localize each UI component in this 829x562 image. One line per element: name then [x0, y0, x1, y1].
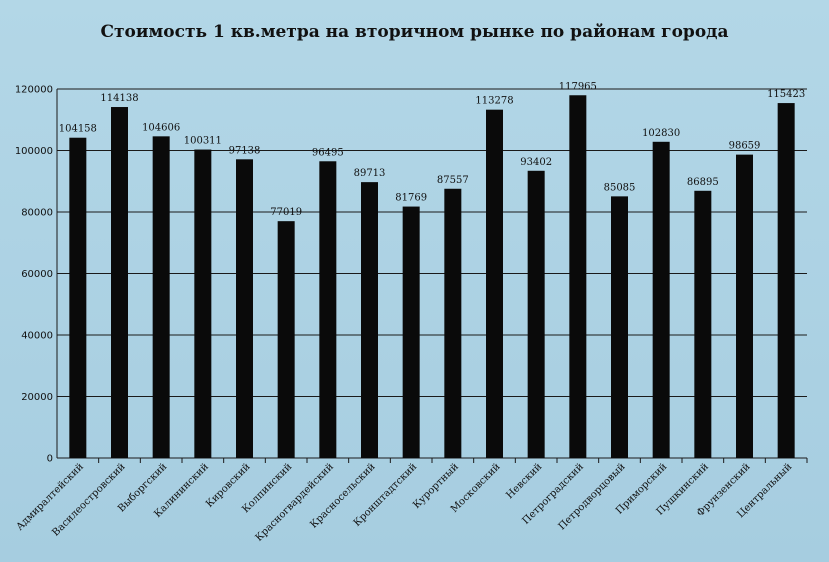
- data-label: 93402: [520, 157, 552, 168]
- bar: [402, 206, 420, 458]
- data-label: 89713: [354, 168, 386, 179]
- data-label: 117965: [559, 81, 597, 92]
- y-tick-label: 80000: [21, 208, 53, 219]
- data-label: 100311: [184, 136, 222, 147]
- data-label: 77019: [270, 207, 302, 218]
- bar: [111, 107, 128, 459]
- chart-title: Стоимость 1 кв.метра на вторичном рынке …: [100, 22, 729, 42]
- y-tick-label: 0: [47, 454, 53, 465]
- data-label: 81769: [395, 193, 427, 204]
- data-label: 113278: [475, 96, 513, 107]
- bar: [236, 159, 253, 458]
- data-label: 97138: [229, 145, 261, 156]
- x-tick-label: Василеостровский: [50, 461, 127, 538]
- data-label: 114138: [100, 93, 138, 104]
- bar: [444, 188, 462, 459]
- y-tick-label: 20000: [21, 392, 53, 403]
- data-label: 104158: [59, 124, 97, 135]
- x-tick-label: Адмиралтейский: [14, 461, 86, 533]
- bar: [611, 196, 628, 458]
- bar: [319, 161, 337, 458]
- y-tick-label: 100000: [15, 146, 53, 157]
- x-tick-label: Красногвардейский: [254, 461, 337, 544]
- bar: [69, 137, 87, 458]
- data-label: 104606: [142, 122, 180, 133]
- data-label: 98659: [729, 141, 761, 152]
- bar: [486, 109, 503, 458]
- data-label: 115423: [767, 89, 805, 100]
- data-label: 96495: [312, 147, 344, 158]
- bar: [777, 103, 795, 458]
- data-label: 86895: [687, 177, 719, 188]
- y-tick-label: 40000: [21, 331, 53, 342]
- data-label: 102830: [642, 128, 680, 139]
- bar: [694, 190, 712, 458]
- bar: [736, 154, 753, 458]
- bar: [152, 136, 170, 458]
- bar: [527, 170, 545, 458]
- bar: [569, 95, 587, 458]
- bar: [652, 141, 670, 459]
- y-tick-label: 60000: [21, 269, 53, 280]
- bar: [361, 182, 378, 459]
- y-tick-label: 120000: [15, 85, 53, 96]
- bar: [194, 149, 212, 458]
- bar: [277, 221, 295, 458]
- data-label: 85085: [604, 182, 636, 193]
- data-label: 87557: [437, 175, 469, 186]
- x-tick-label: Невский: [504, 461, 544, 501]
